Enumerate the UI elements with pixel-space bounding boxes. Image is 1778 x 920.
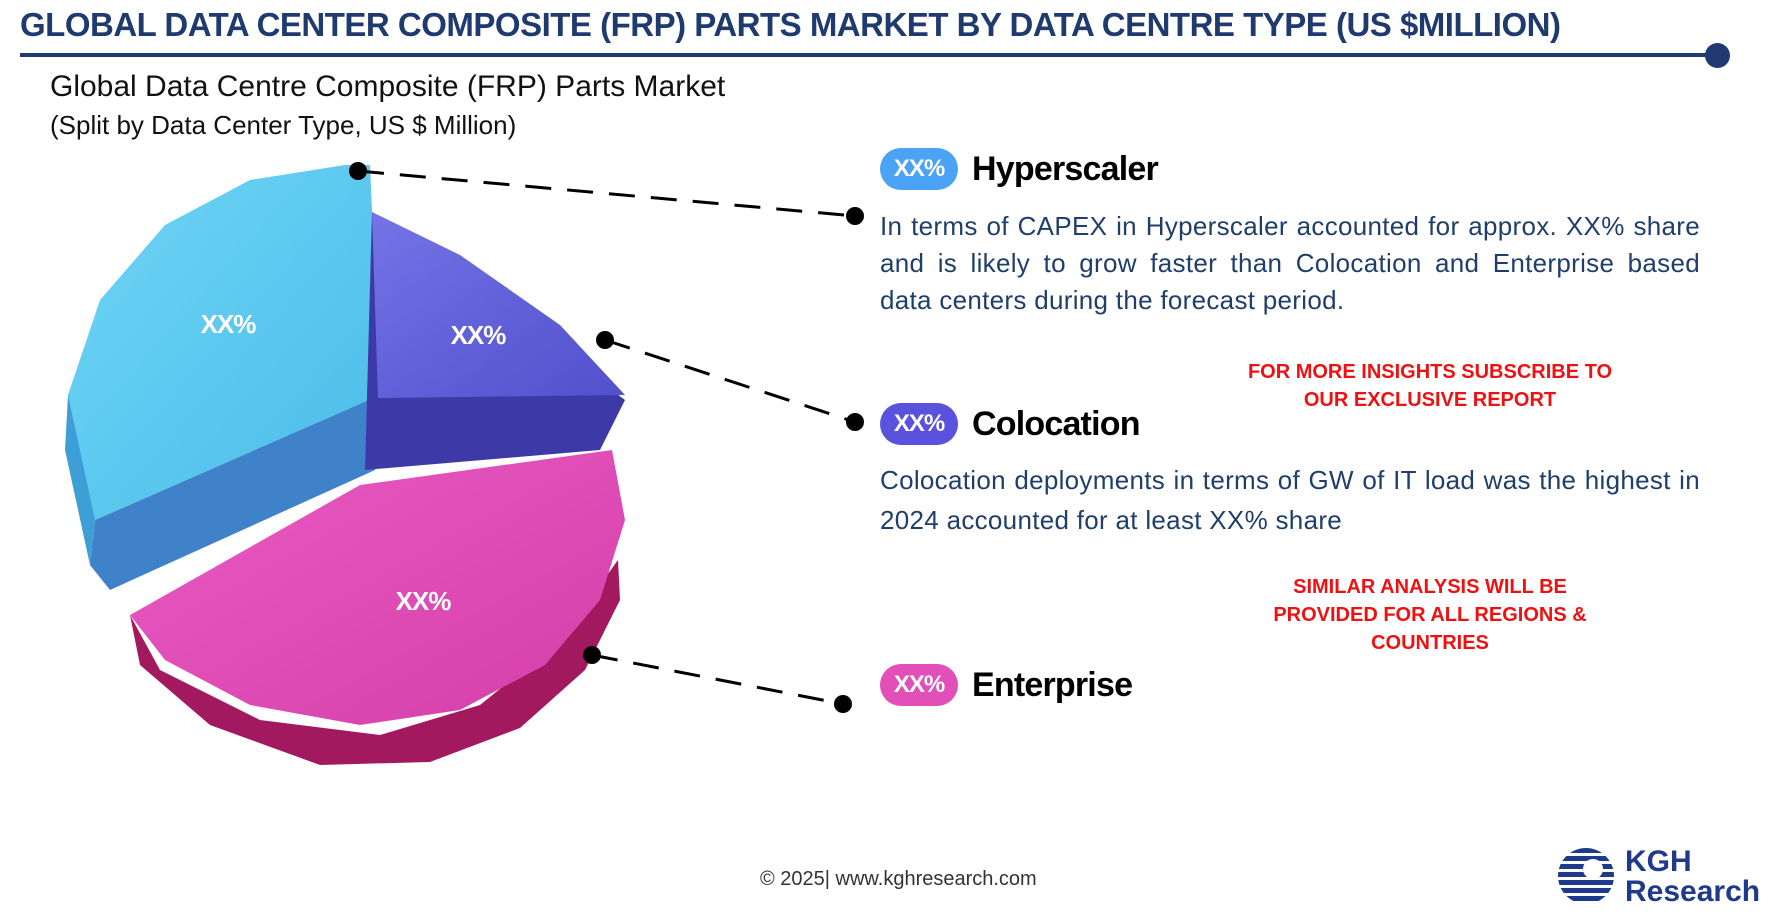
title-underline [20, 53, 1720, 57]
promo-subscribe: FOR MORE INSIGHTS SUBSCRIBE TO OUR EXCLU… [1247, 361, 1613, 411]
slice-label-enterprise: XX% [396, 586, 452, 616]
title-underline-dot [1705, 43, 1730, 68]
leader-line-colocation [596, 331, 864, 431]
chart-subtitle: (Split by Data Center Type, US $ Million… [50, 110, 517, 140]
promo-similar-analysis: SIMILAR ANALYSIS WILL BE PROVIDED FOR AL… [1273, 576, 1587, 654]
legend-item-enterprise: XX% Enterprise [880, 664, 1133, 706]
slice-label-hyperscaler: XX% [201, 309, 257, 339]
legend-label-enterprise: Enterprise [972, 665, 1133, 704]
leader-line-enterprise [583, 646, 852, 713]
kgh-research-logo: KGH Research [1555, 845, 1770, 913]
logo-line-1: KGH [1625, 845, 1692, 878]
logo-line-2: Research [1625, 875, 1761, 908]
globe-icon [1558, 848, 1614, 901]
slice-label-colocation: XX% [451, 320, 507, 350]
legend-badge-hyperscaler: XX% [880, 148, 958, 190]
legend-item-colocation: XX% Colocation [880, 403, 1140, 445]
footer-copyright: © 2025| www.kghresearch.com [760, 868, 1037, 890]
logo-text: KGH Research [1625, 847, 1760, 907]
legend-label-hyperscaler: Hyperscaler [972, 149, 1159, 188]
legend-item-hyperscaler: XX% Hyperscaler [880, 148, 1159, 190]
pie-slice-enterprise [130, 450, 625, 765]
legend-badge-colocation: XX% [880, 403, 958, 445]
legend-label-colocation: Colocation [972, 404, 1140, 443]
pie-slice-colocation [365, 212, 625, 470]
chart-title: Global Data Centre Composite (FRP) Parts… [50, 70, 726, 103]
pie-slice-hyperscaler [65, 165, 380, 590]
page-title: GLOBAL DATA CENTER COMPOSITE (FRP) PARTS… [20, 6, 1561, 43]
legend-badge-enterprise: XX% [880, 664, 958, 706]
description-colocation: Colocation deployments in terms of GW of… [880, 465, 1700, 535]
leader-line-hyperscaler [349, 162, 864, 225]
description-hyperscaler: In terms of CAPEX in Hyperscaler account… [880, 211, 1700, 315]
